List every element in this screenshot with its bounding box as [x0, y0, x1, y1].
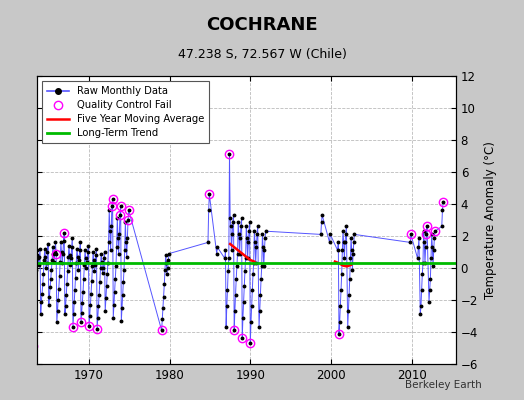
Text: 47.238 S, 72.567 W (Chile): 47.238 S, 72.567 W (Chile)	[178, 48, 346, 61]
Text: Berkeley Earth: Berkeley Earth	[406, 380, 482, 390]
Y-axis label: Temperature Anomaly (°C): Temperature Anomaly (°C)	[484, 141, 497, 299]
Text: COCHRANE: COCHRANE	[206, 16, 318, 34]
Legend: Raw Monthly Data, Quality Control Fail, Five Year Moving Average, Long-Term Tren: Raw Monthly Data, Quality Control Fail, …	[42, 81, 209, 143]
